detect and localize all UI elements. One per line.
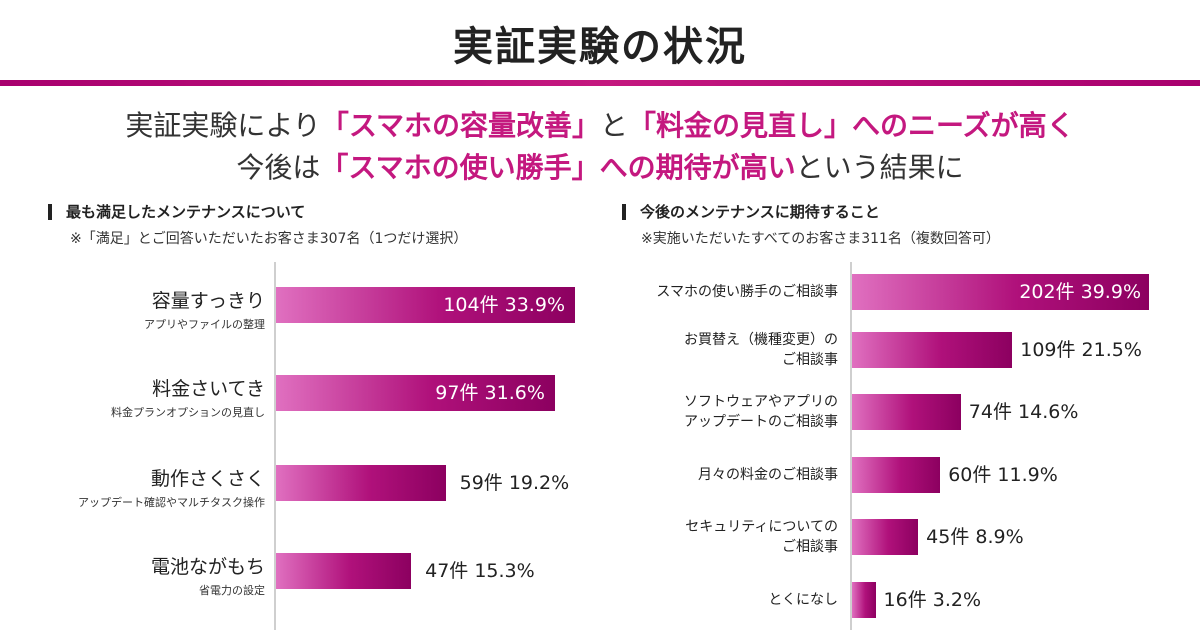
left-bar-value: 47件 15.3%: [425, 560, 535, 582]
right-chart-title: 今後のメンテナンスに期待すること: [622, 204, 880, 220]
right-category-label: お買替え（機種変更）の: [684, 332, 838, 348]
left-chart-subtitle: ※「満足」とご回答いただいたお客さま307名（1つだけ選択）: [70, 231, 468, 247]
right-bar-value: 74件 14.6%: [968, 401, 1079, 423]
right-bar: [852, 457, 941, 493]
left-bar: [276, 287, 575, 323]
right-category-label: ソフトウェアやアプリの: [684, 394, 838, 410]
right-bar-value: 16件 3.2%: [883, 589, 982, 611]
page-title: 実証実験の状況: [453, 24, 747, 70]
right-chart-subtitle: ※実施いただいたすべてのお客さま311名（複数回答可）: [641, 231, 1000, 247]
headline-line1-segment: へのニーズが高く: [852, 109, 1075, 142]
right-category-label: セキュリティについての: [685, 519, 838, 535]
right-category-label: 月々の料金のご相談事: [698, 467, 838, 483]
left-category-sublabel: アップデート確認やマルチタスク操作: [78, 496, 265, 509]
left-category-sublabel: 省電力の設定: [199, 584, 265, 597]
right-bar: [852, 582, 876, 618]
left-category-label: 電池ながもち: [150, 556, 265, 578]
headline-line1-segment: 実証実験により: [125, 109, 321, 142]
left-chart-title: 最も満足したメンテナンスについて: [48, 204, 305, 220]
right-bar: [852, 274, 1149, 310]
left-chart-axis: [274, 262, 276, 630]
headline-line2-segment: への期待が高い: [599, 151, 796, 184]
headline-line-2: 今後は「スマホの使い勝手」への期待が高いという結果に: [0, 146, 1200, 186]
left-bar: [276, 553, 412, 589]
right-bar-value: 45件 8.9%: [926, 526, 1024, 548]
headline-line-1: 実証実験により「スマホの容量改善」と「料金の見直し」へのニーズが高く: [0, 104, 1200, 144]
right-bar: [852, 332, 1013, 368]
right-bar: [852, 519, 919, 555]
left-bar-value: 104件 33.9%: [443, 294, 565, 316]
headline-line2-segment: という結果に: [795, 151, 964, 184]
left-category-label: 容量すっきり: [151, 290, 265, 312]
left-bar-value: 59件 19.2%: [459, 472, 570, 494]
left-bar-value: 97件 31.6%: [435, 382, 545, 404]
headline-line1-segment: と: [599, 109, 628, 142]
left-category-sublabel: 料金プランオプションの見直し: [111, 406, 265, 419]
left-category-label: 料金さいてき: [152, 378, 265, 400]
left-category-label: 動作さくさく: [150, 468, 265, 490]
right-bar: [852, 394, 961, 430]
headline-line1-segment: 「料金の見直し」: [628, 109, 853, 142]
title-rule: [0, 80, 1200, 86]
left-bar: [276, 465, 446, 501]
right-bar-value: 202件 39.9%: [1019, 281, 1141, 303]
headline-line2-segment: 「スマホの使い勝手」: [320, 151, 600, 184]
right-category-label: スマホの使い勝手のご相談事: [656, 284, 838, 300]
right-category-label: アップデートのご相談事: [684, 414, 838, 430]
right-bar-value: 109件 21.5%: [1020, 339, 1142, 361]
headline-line2-segment: 今後は: [236, 151, 321, 184]
left-category-sublabel: アプリやファイルの整理: [144, 318, 265, 331]
right-category-label: ご相談事: [782, 352, 838, 368]
right-bar-value: 60件 11.9%: [948, 464, 1058, 486]
right-chart-axis: [850, 262, 852, 630]
headline-line1-segment: 「スマホの容量改善」: [320, 109, 600, 142]
right-category-label: ご相談事: [782, 539, 838, 555]
right-category-label: とくになし: [768, 592, 838, 608]
left-bar: [276, 375, 555, 411]
